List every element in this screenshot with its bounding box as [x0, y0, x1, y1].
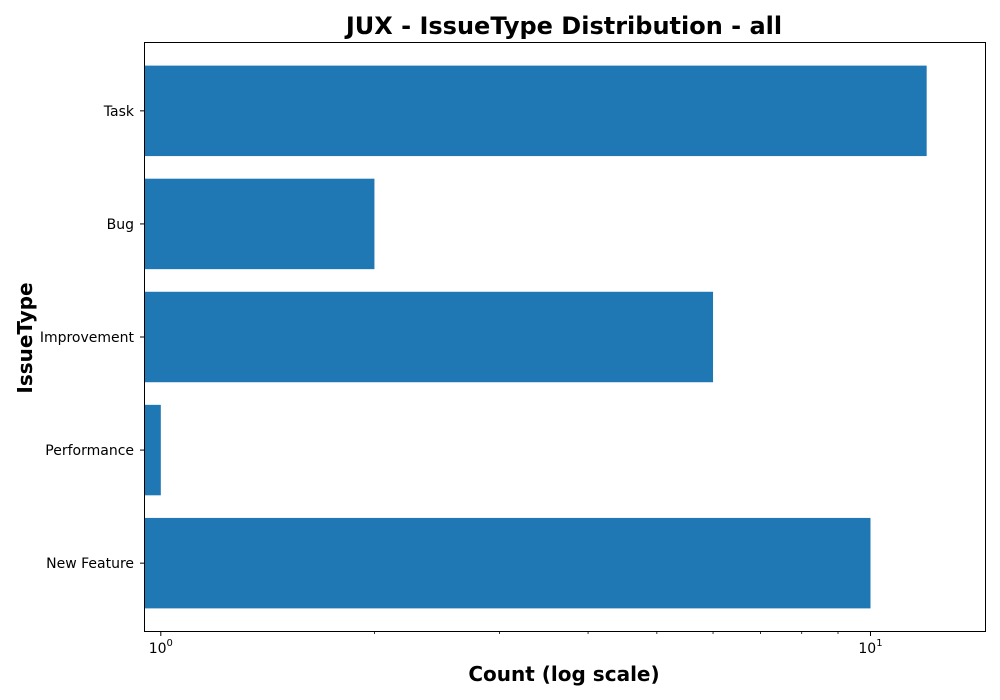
x-axis-label: Count (log scale): [468, 662, 659, 686]
chart-title: JUX - IssueType Distribution - all: [344, 12, 782, 40]
bar-new-feature: [145, 517, 871, 609]
plot-frame: [144, 42, 986, 632]
plot-area: Task Bug Improvement Performance New Feature…: [40, 65, 927, 657]
bar-performance: [145, 404, 161, 496]
y-tick-label: New Feature: [46, 556, 134, 572]
bar-bug: [145, 178, 375, 270]
y-tick-label: Improvement: [40, 330, 135, 346]
y-tick-label: Task: [103, 104, 135, 120]
y-axis-label: IssueType: [13, 282, 37, 393]
y-tick-label: Bug: [107, 217, 134, 233]
bar-improvement: [145, 291, 714, 383]
x-tick-label: 101: [858, 638, 882, 657]
bar-task: [145, 65, 927, 157]
x-tick-label: 100: [149, 638, 173, 657]
y-tick-label: Performance: [45, 443, 134, 459]
